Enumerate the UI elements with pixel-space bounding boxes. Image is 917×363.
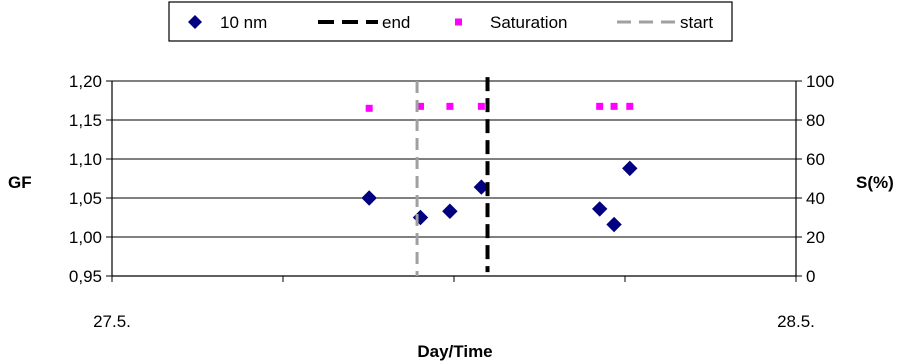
x-tick-label: 27.5. [93,312,131,331]
plot-area: 1,20 1,15 1,10 1,05 1,00 0,95 100 80 60 40 20 0 27.5… [69,72,834,331]
point-saturation [610,102,618,110]
point-saturation [596,102,604,110]
point-saturation [446,102,454,110]
point-10nm [606,216,622,233]
legend-marker-saturation [455,18,462,26]
point-saturation [416,102,424,110]
point-10nm [442,203,458,219]
point-saturation [477,102,485,110]
point-saturation [626,102,634,110]
point-saturation [365,104,373,112]
y-left-tick-label: 1,05 [69,189,102,208]
legend-marker-10nm [188,15,202,29]
y-right-tick-label: 0 [806,267,815,286]
y-right-tick-label: 60 [806,150,825,169]
legend-label-end: end [382,13,410,32]
y-right-tick-label: 40 [806,189,825,208]
y-right-tick-label: 100 [806,72,834,91]
y-axis-left-title: GF [8,173,32,192]
legend-box [168,1,733,42]
point-10nm [361,190,377,206]
legend-label-saturation: Saturation [490,13,568,32]
x-axis-title: Day/Time [417,342,492,361]
y-axis-right-title: S(%) [856,173,894,192]
y-left-tick-label: 1,20 [69,72,102,91]
y-left-tick-label: 1,15 [69,111,102,130]
legend-label-10nm: 10 nm [220,13,267,32]
y-right-tick-label: 20 [806,228,825,247]
y-left-tick-label: 0,95 [69,267,102,286]
y-right-tick-label: 80 [806,111,825,130]
y-left-tick-label: 1,10 [69,150,102,169]
point-10nm [622,160,638,177]
legend-label-start: start [680,13,713,32]
y-left-tick-label: 1,00 [69,228,102,247]
legend: 10 nm end Saturation start [168,1,733,42]
x-tick-label: 28.5. [777,312,815,331]
point-10nm [591,201,608,217]
